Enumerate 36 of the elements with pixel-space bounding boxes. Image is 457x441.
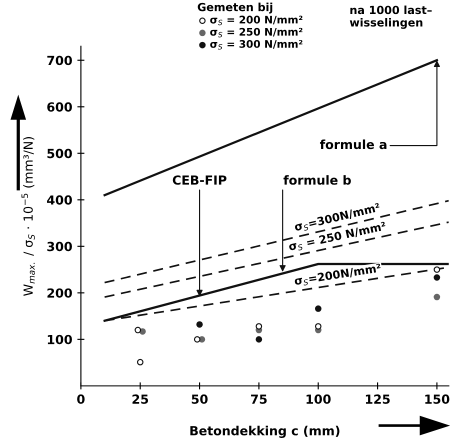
point <box>196 321 203 328</box>
x-tick-label: 125 <box>366 394 390 404</box>
y-axis-title: W$_{max.}$ / σ$_{S}$ · 10$^{−5}$ (mm³/N) <box>22 137 35 296</box>
legend-label: σ$_{S}$=200N/mm² <box>294 263 382 287</box>
legend-label: σ$_{S}$ = 200 N/mm² <box>210 16 302 26</box>
y-tick-label: 600 <box>47 102 72 112</box>
x-tick-label: 50 <box>192 394 208 404</box>
x-tick-label: 0 <box>77 394 85 404</box>
legend-label: σ$_{S}$ = 300 N/mm² <box>210 40 302 50</box>
point <box>256 336 262 343</box>
annotation: formule b <box>284 175 351 185</box>
point <box>194 336 200 343</box>
point <box>136 358 144 366</box>
x-tick-label: 25 <box>132 394 148 404</box>
point <box>434 266 440 273</box>
text: na 1000 last– wisselingen <box>350 6 432 29</box>
point <box>314 305 322 312</box>
point <box>434 294 440 300</box>
y-tick-label: 100 <box>48 334 72 344</box>
point <box>314 323 322 330</box>
annotation: CEB-FIP <box>172 175 226 185</box>
point <box>134 326 142 334</box>
y-tick-label: 700 <box>47 56 72 66</box>
x-tick-label: 75 <box>251 394 267 404</box>
x-tick-label: 150 <box>425 394 450 404</box>
y-tick-label: 200 <box>47 288 72 298</box>
y-tick-label: 500 <box>47 148 72 158</box>
x-tick-label: 100 <box>306 394 331 404</box>
x-axis-title: Betondekking c (mm) <box>190 426 340 438</box>
y-tick-label: 300 <box>47 242 72 252</box>
point <box>434 274 440 281</box>
point <box>256 323 262 330</box>
legend-title: Gemeten bij <box>198 2 272 14</box>
legend-label: σ$_{S}$ = 250 N/mm² <box>210 28 302 38</box>
annotation: formule a <box>320 139 386 150</box>
y-tick-label: 400 <box>47 195 72 205</box>
